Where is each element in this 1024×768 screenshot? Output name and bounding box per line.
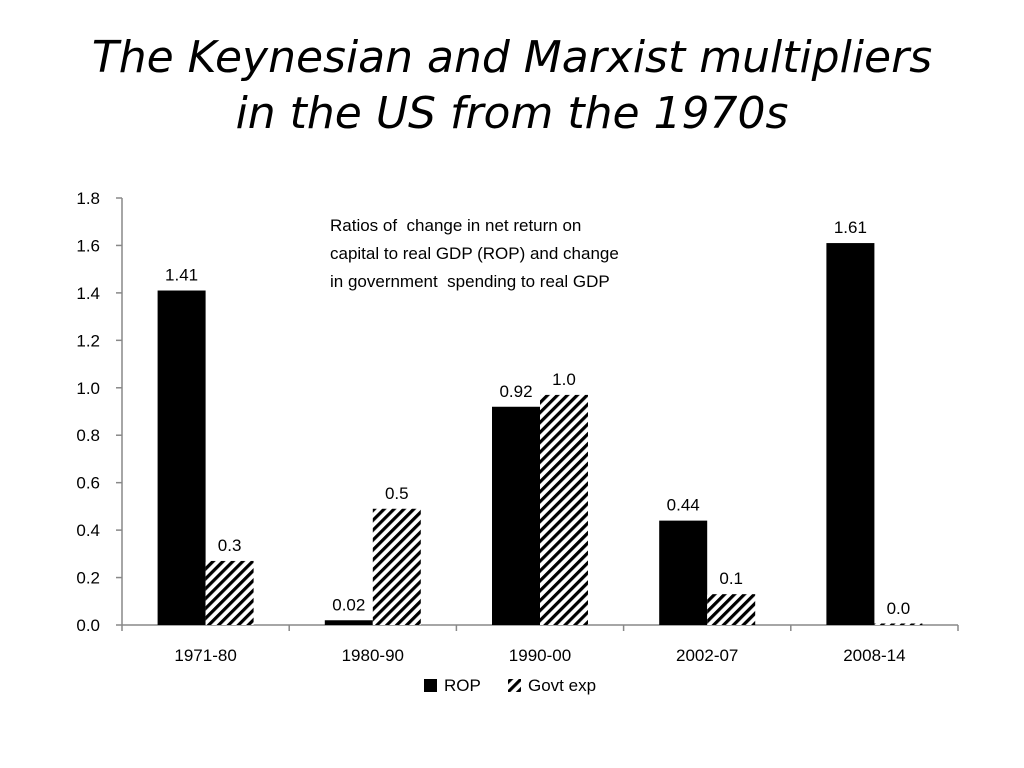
annotation-line: in government spending to real GDP (330, 272, 610, 291)
rop-bar (659, 520, 708, 625)
rop-data-label: 0.44 (667, 496, 700, 515)
govt-exp-data-label: 1.0 (552, 370, 576, 389)
y-tick-label: 1.0 (76, 379, 100, 398)
slide-title-line-2: in the US from the 1970s (235, 88, 789, 139)
annotation-line: capital to real GDP (ROP) and change (330, 244, 619, 263)
legend-label-govt-exp: Govt exp (528, 676, 596, 695)
rop-bar (157, 290, 206, 625)
govt-exp-bar (874, 623, 923, 625)
chart-data-labels: 1.41 0.3 0.02 0.5 0.92 1.0 0.44 0.1 1.61 0.0 (165, 218, 910, 618)
rop-bar (324, 620, 373, 625)
govt-exp-bar (707, 594, 756, 625)
legend-swatch-rop (424, 679, 437, 692)
y-tick-label: 0.8 (76, 426, 100, 445)
slide-title-line-1: The Keynesian and Marxist multipliers (91, 32, 933, 83)
x-category-label: 1971-80 (174, 646, 236, 665)
rop-bar (826, 243, 875, 626)
chart-bars (157, 243, 923, 626)
govt-exp-data-label: 0.5 (385, 484, 409, 503)
x-category-label: 2008-14 (843, 646, 905, 665)
y-tick-label: 1.6 (76, 236, 100, 255)
govt-exp-bar (205, 560, 254, 625)
x-category-label: 1980-90 (342, 646, 404, 665)
y-tick-label: 1.8 (76, 189, 100, 208)
rop-data-label: 1.61 (834, 218, 867, 237)
annotation-line: Ratios of change in net return on (330, 216, 581, 235)
rop-data-label: 1.41 (165, 266, 198, 285)
slide-title: The Keynesian and Marxist multipliers in… (0, 30, 1024, 142)
legend-label-rop: ROP (444, 676, 481, 695)
govt-exp-data-label: 0.3 (218, 536, 242, 555)
govt-exp-data-label: 0.0 (887, 599, 911, 618)
y-tick-label: 0.0 (76, 616, 100, 635)
y-tick-label: 0.4 (76, 521, 100, 540)
govt-exp-bar (372, 508, 421, 625)
y-tick-label: 1.2 (76, 331, 100, 350)
x-category-label: 1990-00 (509, 646, 571, 665)
chart-legend: ROP Govt exp (424, 676, 596, 695)
chart-annotation: Ratios of change in net return on capital… (330, 216, 619, 291)
legend-swatch-govt-exp (508, 679, 521, 692)
x-category-label: 2002-07 (676, 646, 738, 665)
y-tick-label: 0.6 (76, 474, 100, 493)
govt-exp-bar (540, 394, 588, 625)
rop-data-label: 0.02 (332, 595, 365, 614)
govt-exp-data-label: 0.1 (719, 569, 743, 588)
y-tick-label: 1.4 (76, 284, 100, 303)
y-tick-label: 0.2 (76, 569, 100, 588)
chart-axes: 0.0 0.2 0.4 0.6 0.8 1.0 1.2 1.4 1.6 1.8 1971-80 198… (76, 189, 959, 665)
rop-data-label: 0.92 (499, 382, 532, 401)
rop-bar (492, 406, 540, 625)
